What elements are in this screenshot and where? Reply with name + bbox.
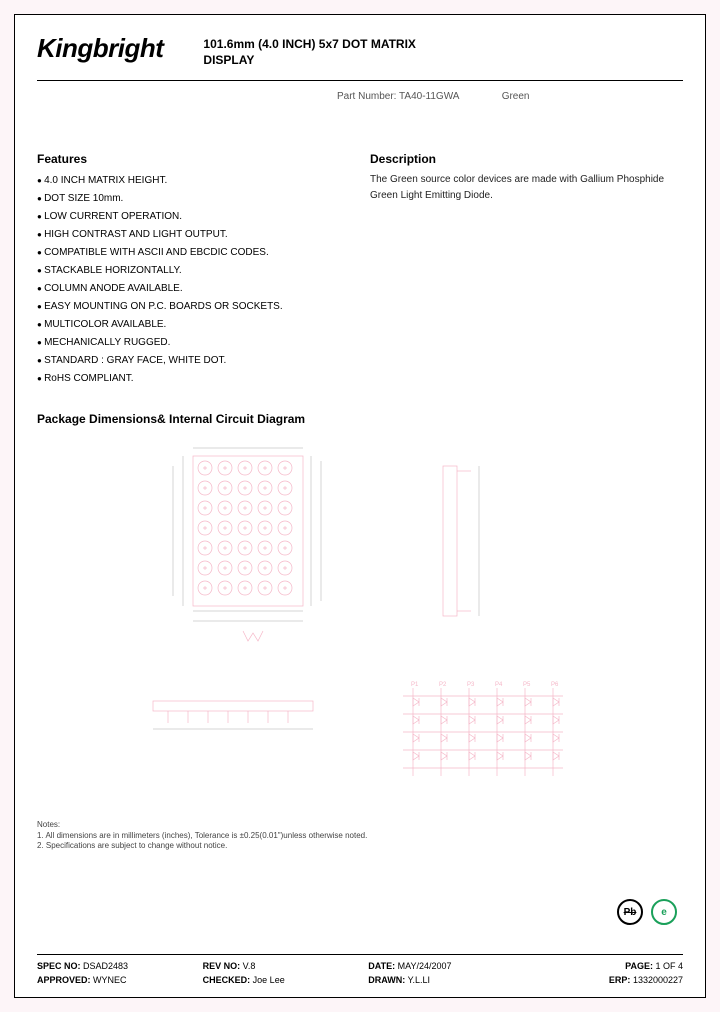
title-line2: DISPLAY xyxy=(203,53,416,69)
page-label: PAGE: xyxy=(625,961,653,971)
datasheet-page: Kingbright 101.6mm (4.0 INCH) 5x7 DOT MA… xyxy=(14,14,706,998)
feature-item: STACKABLE HORIZONTALLY. xyxy=(37,262,350,280)
compliance-icons: Pb e xyxy=(617,899,677,925)
drawn-value: Y.L.LI xyxy=(408,975,430,985)
rev-value: V.8 xyxy=(243,961,256,971)
approved-value: WYNEC xyxy=(93,975,127,985)
package-heading: Package Dimensions& Internal Circuit Dia… xyxy=(37,412,683,426)
rev-label: REV NO: xyxy=(203,961,241,971)
package-diagram: P1 P2 P3 P4 P5 P6 xyxy=(63,436,657,816)
page-value: 1 OF 4 xyxy=(655,961,683,971)
feature-item: RoHS COMPLIANT. xyxy=(37,370,350,388)
notes-block: Notes: 1. All dimensions are in millimet… xyxy=(37,820,683,851)
features-column: Features 4.0 INCH MATRIX HEIGHT. DOT SIZ… xyxy=(37,152,350,388)
pb-free-icon: Pb xyxy=(617,899,643,925)
front-view-drawing xyxy=(133,436,413,656)
svg-text:P4: P4 xyxy=(495,682,503,688)
spec-label: SPEC NO: xyxy=(37,961,81,971)
feature-item: LOW CURRENT OPERATION. xyxy=(37,208,350,226)
feature-item: MECHANICALLY RUGGED. xyxy=(37,334,350,352)
approved-label: APPROVED: xyxy=(37,975,91,985)
note-1: 1. All dimensions are in millimeters (in… xyxy=(37,831,683,841)
svg-text:P2: P2 xyxy=(439,682,447,688)
drawn-label: DRAWN: xyxy=(368,975,405,985)
side-view-drawing xyxy=(423,446,513,646)
description-text: The Green source color devices are made … xyxy=(370,172,683,204)
date-label: DATE: xyxy=(368,961,395,971)
svg-text:P1: P1 xyxy=(411,682,419,688)
header-rule xyxy=(37,80,683,81)
title-line1: 101.6mm (4.0 INCH) 5x7 DOT MATRIX xyxy=(203,37,416,53)
spec-value: DSAD2483 xyxy=(83,961,128,971)
checked-value: Joe Lee xyxy=(253,975,285,985)
feature-item: MULTICOLOR AVAILABLE. xyxy=(37,316,350,334)
footer: SPEC NO: DSAD2483 REV NO: V.8 DATE: MAY/… xyxy=(37,954,683,987)
feature-item: STANDARD : GRAY FACE, WHITE DOT. xyxy=(37,352,350,370)
feature-item: COMPATIBLE WITH ASCII AND EBCDIC CODES. xyxy=(37,244,350,262)
features-heading: Features xyxy=(37,152,350,166)
footer-row-2: APPROVED: WYNEC CHECKED: Joe Lee DRAWN: … xyxy=(37,973,683,987)
erp-value: 1332000227 xyxy=(633,975,683,985)
brand-logo: Kingbright xyxy=(37,33,163,64)
svg-text:P3: P3 xyxy=(467,682,475,688)
content-columns: Features 4.0 INCH MATRIX HEIGHT. DOT SIZ… xyxy=(37,152,683,388)
feature-item: COLUMN ANODE AVAILABLE. xyxy=(37,280,350,298)
part-number-row: Part Number: TA40-11GWA Green xyxy=(337,91,683,102)
date-value: MAY/24/2007 xyxy=(398,961,452,971)
footer-row-1: SPEC NO: DSAD2483 REV NO: V.8 DATE: MAY/… xyxy=(37,959,683,973)
note-2: 2. Specifications are subject to change … xyxy=(37,841,683,851)
feature-item: HIGH CONTRAST AND LIGHT OUTPUT. xyxy=(37,226,350,244)
feature-item: 4.0 INCH MATRIX HEIGHT. xyxy=(37,172,350,190)
description-column: Description The Green source color devic… xyxy=(370,152,683,388)
checked-label: CHECKED: xyxy=(203,975,251,985)
svg-text:P6: P6 xyxy=(551,682,559,688)
pin-view-drawing xyxy=(133,681,353,751)
part-color: Green xyxy=(502,91,530,102)
circuit-schematic: P1 P2 P3 P4 P5 P6 xyxy=(383,676,613,806)
svg-text:P5: P5 xyxy=(523,682,531,688)
erp-label: ERP: xyxy=(609,975,631,985)
feature-item: DOT SIZE 10mm. xyxy=(37,190,350,208)
notes-label: Notes: xyxy=(37,820,683,830)
title-block: 101.6mm (4.0 INCH) 5x7 DOT MATRIX DISPLA… xyxy=(203,33,416,68)
part-number: Part Number: TA40-11GWA xyxy=(337,91,459,102)
rohs-icon: e xyxy=(651,899,677,925)
feature-item: EASY MOUNTING ON P.C. BOARDS OR SOCKETS. xyxy=(37,298,350,316)
features-list: 4.0 INCH MATRIX HEIGHT. DOT SIZE 10mm. L… xyxy=(37,172,350,388)
description-heading: Description xyxy=(370,152,683,166)
header: Kingbright 101.6mm (4.0 INCH) 5x7 DOT MA… xyxy=(37,33,683,76)
